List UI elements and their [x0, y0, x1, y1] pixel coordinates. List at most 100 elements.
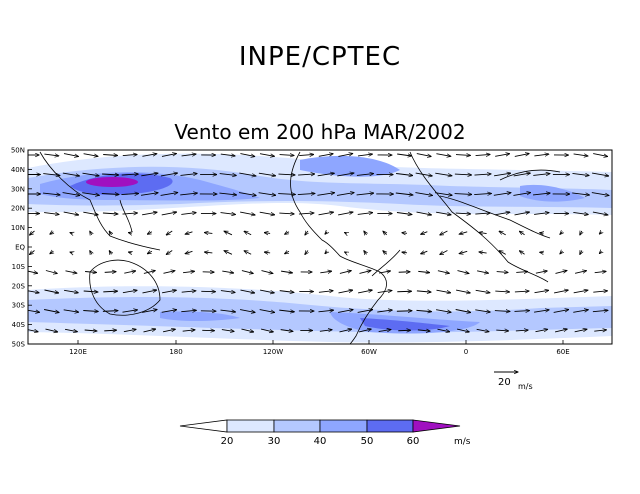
wind-vector-arrow	[221, 330, 234, 332]
longitude-label: 180	[169, 348, 182, 356]
wind-vector-arrow	[259, 309, 275, 313]
wind-vector-arrow	[83, 310, 98, 311]
wind-vector-arrow	[540, 252, 544, 253]
wind-vector-arrow	[240, 309, 255, 313]
wind-vector-arrow	[474, 174, 491, 175]
colorbar-low-end	[179, 419, 228, 433]
wind-vector-arrow	[534, 154, 548, 156]
wind-vector-arrow	[63, 211, 79, 215]
wind-vector-arrow	[260, 289, 274, 293]
wind-vector-arrow	[377, 310, 392, 312]
wind-vector-arrow	[560, 232, 563, 235]
wind-vector-arrow	[339, 329, 351, 333]
colorbar: 20 30 40 50 60 m/s	[179, 419, 471, 447]
latitude-label: 10S	[12, 263, 26, 271]
wind-vector-arrow	[279, 291, 294, 293]
wind-vector-arrow	[496, 272, 508, 273]
wind-vector-arrow	[281, 271, 292, 273]
wind-vector-arrow	[495, 154, 509, 157]
wind-vector-arrow	[244, 231, 252, 236]
wind-vector-arrow	[436, 309, 451, 313]
wind-vector-arrow	[141, 173, 158, 177]
wind-vector-arrow	[494, 212, 510, 216]
wind-vector-arrow	[161, 154, 176, 157]
wind-vector-arrow	[260, 328, 273, 332]
wind-vector-arrow	[122, 310, 137, 313]
colorbar-tick: 30	[268, 436, 281, 447]
colorbar-segment-30-40	[273, 419, 321, 433]
wind-vector-arrow	[383, 251, 387, 255]
wind-vector-arrow	[103, 291, 117, 292]
wind-vector-arrow	[222, 271, 233, 273]
wind-vector-arrow	[258, 172, 276, 176]
wind-vector-arrow	[435, 172, 452, 176]
wind-vector-arrow	[259, 211, 275, 215]
wind-vector-arrow	[45, 270, 57, 274]
jet-maximum-core	[86, 177, 138, 187]
wind-vector-arrow	[163, 271, 174, 274]
wind-vector-arrow	[534, 310, 549, 313]
wind-vector-arrow	[459, 251, 468, 253]
wind-vector-arrow	[514, 212, 530, 216]
wind-vector-arrow	[162, 290, 176, 294]
wind-vector-arrow	[44, 213, 59, 215]
wind-vector-arrow	[185, 251, 193, 253]
wind-vector-arrow	[50, 251, 54, 253]
wind-vector-arrow	[437, 270, 449, 274]
wind-vector-arrow	[204, 233, 213, 234]
wind-vector-arrow	[142, 290, 157, 294]
wind-vector-arrow	[180, 174, 197, 176]
wind-vector-arrow	[436, 211, 451, 215]
wind-vector-arrow	[62, 192, 80, 196]
wind-vector-arrow	[70, 252, 72, 253]
wind-vector-arrow	[416, 153, 431, 157]
wind-vector-arrow	[160, 193, 178, 196]
wind-vector-arrow	[493, 193, 511, 196]
wind-vector-arrow	[299, 154, 313, 155]
latitude-label: 20N	[11, 205, 25, 213]
wind-vector-arrow	[417, 330, 430, 331]
wind-vector-arrow	[241, 328, 253, 332]
wind-vector-arrow	[219, 174, 237, 176]
wind-vector-arrow	[220, 154, 235, 156]
wind-vector-arrow	[318, 291, 333, 293]
wind-vector-arrow	[185, 232, 193, 234]
latitude-label: 50S	[12, 341, 26, 349]
wind-vector-arrow	[592, 310, 608, 311]
wind-vector-arrow	[239, 172, 256, 176]
wind-vector-arrow	[305, 251, 308, 255]
wind-vector-arrow	[593, 153, 607, 157]
wind-vector-arrow	[297, 193, 315, 194]
wind-vector-arrow	[278, 174, 295, 175]
wind-vector-arrow	[101, 193, 119, 194]
wind-vector-arrow	[358, 329, 371, 333]
wind-vector-arrow	[436, 289, 451, 293]
wind-vector-arrow	[437, 328, 449, 332]
wind-vector-arrow	[397, 154, 411, 156]
wind-vector-arrow	[279, 310, 294, 312]
colorbar-tick: 50	[361, 436, 374, 447]
wind-vector-arrow	[475, 309, 490, 312]
wind-vector-arrow	[109, 231, 111, 235]
wind-vector-arrow	[416, 310, 431, 311]
wind-vector-arrow	[474, 193, 491, 194]
wind-vector-arrow	[238, 192, 256, 196]
wind-vector-arrow	[357, 154, 372, 156]
colorbar-segment-40-50	[319, 419, 368, 433]
wind-vector-arrow	[495, 291, 509, 292]
wind-vector-arrow	[421, 251, 428, 254]
wind-vector-arrow	[514, 311, 529, 312]
wind-vector-arrow	[416, 291, 431, 292]
latitude-axis: 50N 40N 30N 20N 10N EQ 10S 20S 30S 40S 50S	[11, 147, 32, 349]
wind-vector-arrow	[28, 329, 38, 332]
wind-vector-arrow	[264, 233, 271, 234]
wind-vector-arrow	[534, 213, 549, 215]
wind-vector-arrow	[224, 251, 233, 255]
wind-vector-arrow	[574, 329, 587, 333]
wind-vector-arrow	[42, 193, 60, 195]
wind-vector-arrow	[580, 251, 582, 255]
wind-vector-arrow	[339, 271, 351, 274]
wind-vector-arrow	[356, 193, 374, 195]
wind-vector-arrow	[418, 271, 429, 272]
wind-vector-arrow	[240, 153, 254, 157]
